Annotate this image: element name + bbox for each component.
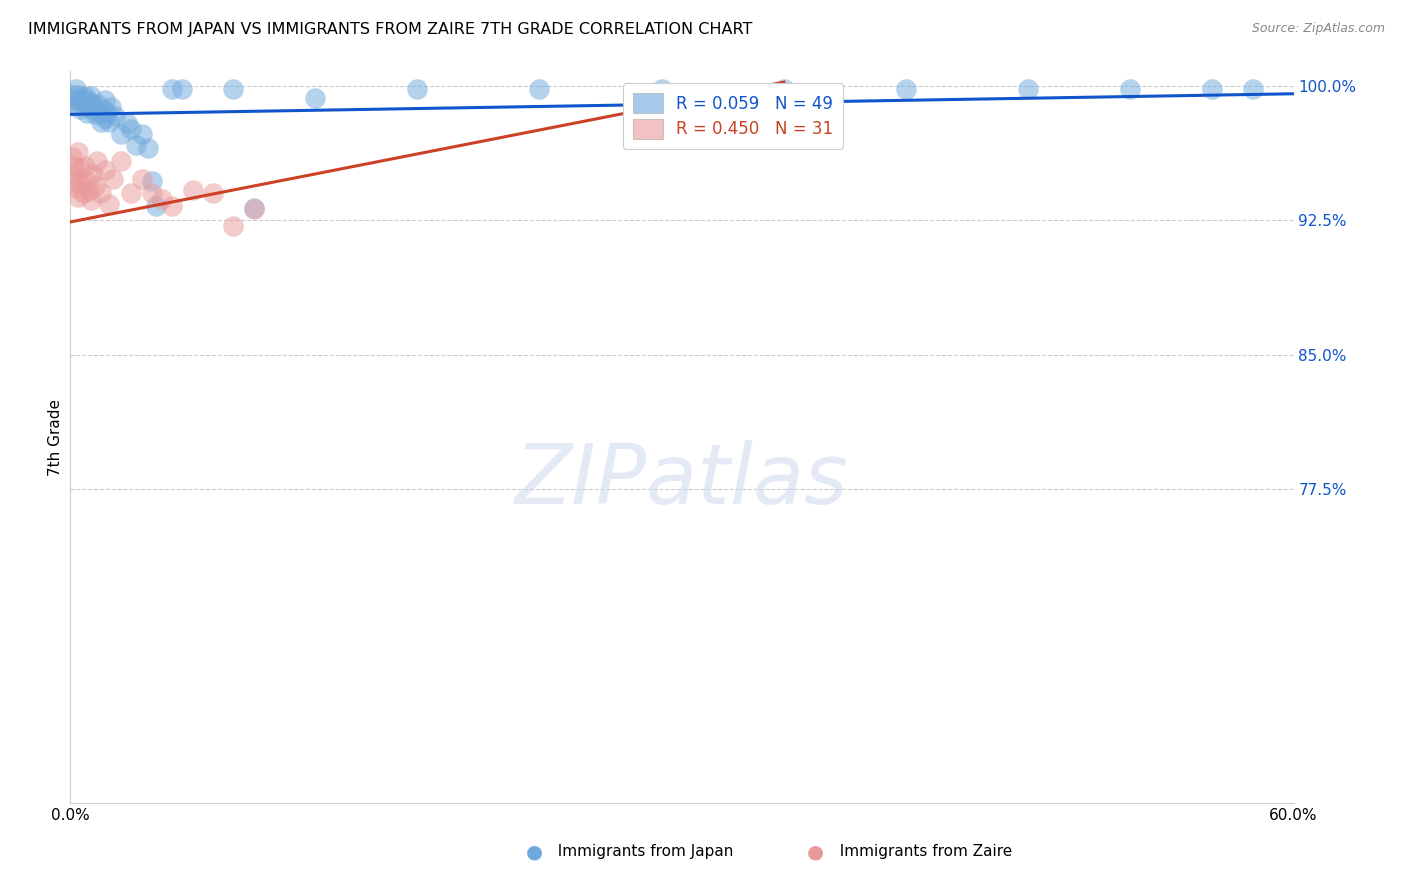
Point xyxy=(65,167,87,181)
Point xyxy=(1241,82,1264,96)
Point xyxy=(69,102,91,116)
Text: ●: ● xyxy=(526,842,543,862)
Point xyxy=(101,172,124,186)
Point xyxy=(406,82,429,96)
Point xyxy=(82,98,104,112)
Text: Immigrants from Zaire: Immigrants from Zaire xyxy=(830,845,1012,859)
Point xyxy=(60,87,83,102)
Point xyxy=(72,91,94,105)
Point xyxy=(65,98,87,112)
Point xyxy=(304,91,326,105)
Point xyxy=(69,176,91,190)
Point xyxy=(90,186,112,201)
Point xyxy=(243,202,266,217)
Point xyxy=(87,105,110,120)
Legend: R = 0.059   N = 49, R = 0.450   N = 31: R = 0.059 N = 49, R = 0.450 N = 31 xyxy=(623,83,844,148)
Point xyxy=(110,127,132,141)
Point xyxy=(141,174,163,188)
Point xyxy=(90,114,112,128)
Point xyxy=(162,82,183,96)
Point xyxy=(77,95,100,109)
Text: IMMIGRANTS FROM JAPAN VS IMMIGRANTS FROM ZAIRE 7TH GRADE CORRELATION CHART: IMMIGRANTS FROM JAPAN VS IMMIGRANTS FROM… xyxy=(28,22,752,37)
Point xyxy=(131,127,153,141)
Point xyxy=(141,186,163,201)
Point xyxy=(124,137,146,152)
Point xyxy=(67,87,90,102)
Text: Source: ZipAtlas.com: Source: ZipAtlas.com xyxy=(1251,22,1385,36)
Point xyxy=(77,185,100,199)
Point xyxy=(72,186,94,201)
Point xyxy=(96,105,118,120)
Point xyxy=(243,201,266,215)
Text: ●: ● xyxy=(807,842,824,862)
Point xyxy=(79,89,103,103)
Point xyxy=(121,121,143,136)
Point xyxy=(67,145,90,159)
Point xyxy=(1119,82,1142,96)
Point xyxy=(86,96,108,111)
Point xyxy=(79,194,103,208)
Point xyxy=(98,114,121,128)
Point xyxy=(117,116,139,130)
Point xyxy=(110,153,132,168)
Point xyxy=(896,82,918,96)
Point xyxy=(73,160,96,174)
Point xyxy=(73,89,96,103)
Point xyxy=(172,82,194,96)
Point xyxy=(94,163,117,178)
Point xyxy=(91,102,114,116)
Point xyxy=(79,102,103,116)
Point xyxy=(650,82,673,96)
Point xyxy=(1201,82,1223,96)
Point xyxy=(150,192,173,206)
Point xyxy=(1018,82,1040,96)
Point xyxy=(76,105,98,120)
Point xyxy=(86,153,108,168)
Point xyxy=(76,174,98,188)
Point xyxy=(67,190,90,204)
Point xyxy=(83,179,105,194)
Point xyxy=(65,181,87,195)
Point xyxy=(94,93,117,107)
Point xyxy=(181,183,204,197)
Point xyxy=(82,167,104,181)
Point xyxy=(136,141,159,155)
Point xyxy=(100,100,122,114)
Point xyxy=(162,199,183,213)
Text: ZIPatlas: ZIPatlas xyxy=(515,441,849,522)
Point xyxy=(60,150,83,164)
Point xyxy=(65,82,87,96)
Point xyxy=(69,93,91,107)
Text: Immigrants from Japan: Immigrants from Japan xyxy=(548,845,734,859)
Point xyxy=(83,107,105,121)
Point xyxy=(94,111,117,125)
Point xyxy=(202,186,225,201)
Point xyxy=(145,199,167,213)
Point xyxy=(63,93,86,107)
Point xyxy=(104,109,127,123)
Point xyxy=(121,186,143,201)
Point xyxy=(98,197,121,211)
Point xyxy=(63,174,86,188)
Y-axis label: 7th Grade: 7th Grade xyxy=(48,399,63,475)
Point xyxy=(69,161,91,176)
Point xyxy=(131,172,153,186)
Point xyxy=(773,82,796,96)
Point xyxy=(76,96,98,111)
Point xyxy=(222,82,245,96)
Point xyxy=(222,219,245,233)
Point xyxy=(63,160,86,174)
Point xyxy=(73,98,96,112)
Point xyxy=(529,82,551,96)
